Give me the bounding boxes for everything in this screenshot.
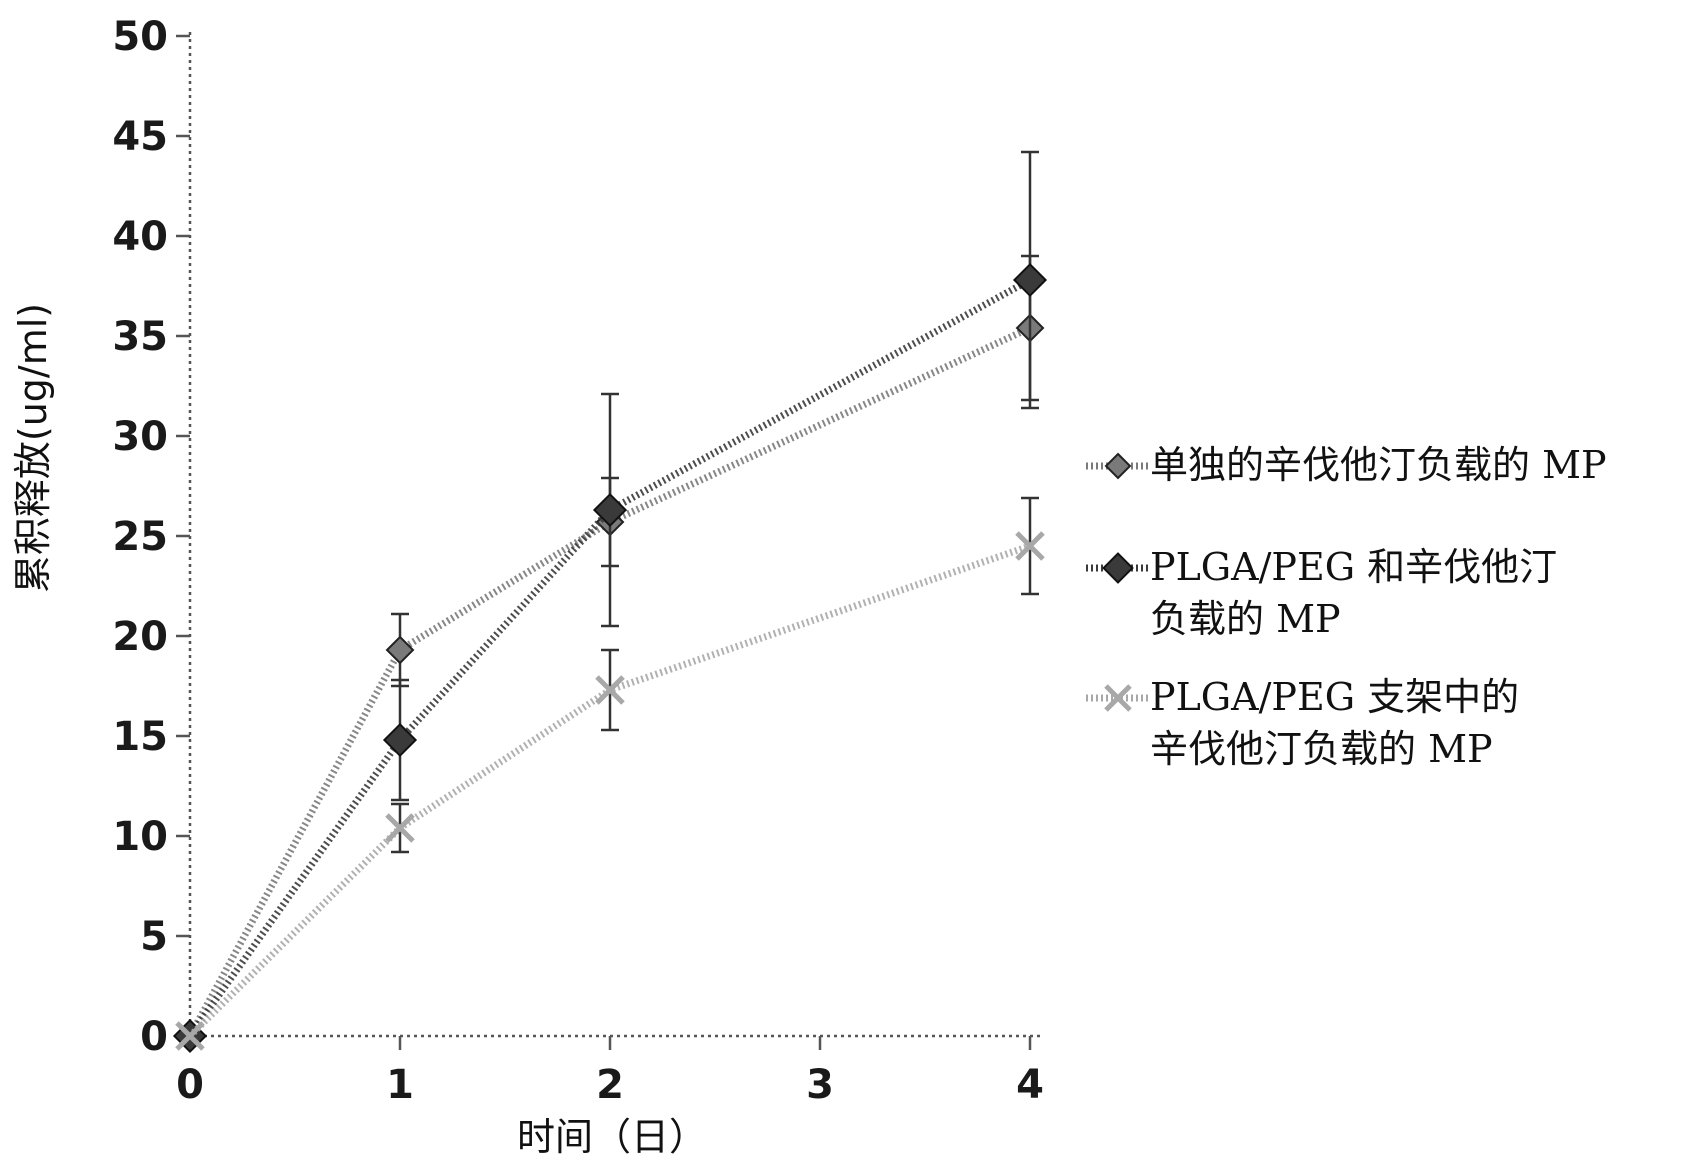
legend-swatch-marker-stroke [1104,684,1132,712]
x-tick-label: 2 [596,1062,624,1108]
data-point [592,492,628,528]
legend-swatch-marker [1104,684,1132,712]
legend-label: PLGA/PEG 和辛伐他汀 [1150,545,1557,589]
y-tick-label: 25 [112,514,168,560]
y-tick-label: 35 [112,314,168,360]
x-tick-label: 1 [386,1062,414,1108]
series-line [186,324,1032,1038]
legend-swatch-marker [1104,452,1132,480]
x-tick-label: 4 [1016,1062,1044,1108]
legend-item-1: 单独的辛伐他汀负载的 MP [1086,443,1607,487]
data-point-stroke [385,813,415,843]
data-point-stroke [1015,531,1045,561]
data-point [382,722,418,758]
y-tick-label: 15 [112,714,168,760]
data-point [1015,531,1045,561]
legend-label: 辛伐他汀负载的 MP [1150,727,1493,771]
legend-label: 负载的 MP [1150,597,1341,641]
series-layer [172,150,1048,1054]
y-tick-label: 45 [112,114,168,160]
x-tick-label: 3 [806,1062,834,1108]
legend-label: PLGA/PEG 支架中的 [1150,675,1519,719]
y-tick-label: 0 [140,1014,168,1060]
axes: 0 5 10 15 20 25 30 35 40 45 50 0 1 2 3 4 [112,14,1044,1108]
y-tick-label: 30 [112,414,168,460]
data-point-stroke [175,1021,205,1051]
y-axis-title: 累积释放(ug/ml) [11,303,55,593]
data-point [175,1021,205,1051]
y-tick-label: 10 [112,814,168,860]
series-line [187,542,1032,1039]
series-3 [175,496,1045,1051]
data-point [385,635,415,665]
y-tick-label: 40 [112,214,168,260]
x-tick-label: 0 [176,1062,204,1108]
data-point [385,813,415,843]
legend-label: 单独的辛伐他汀负载的 MP [1150,443,1607,487]
y-tick-label: 5 [140,914,168,960]
series-2 [172,150,1048,1054]
y-tick-label: 20 [112,614,168,660]
legend-swatch-marker [1102,552,1134,584]
data-point-stroke [595,675,625,705]
data-point [1012,262,1048,298]
y-tick-label: 50 [112,14,168,60]
x-axis-title: 时间（日） [517,1115,707,1159]
series-line [187,276,1032,1039]
data-point [595,675,625,705]
